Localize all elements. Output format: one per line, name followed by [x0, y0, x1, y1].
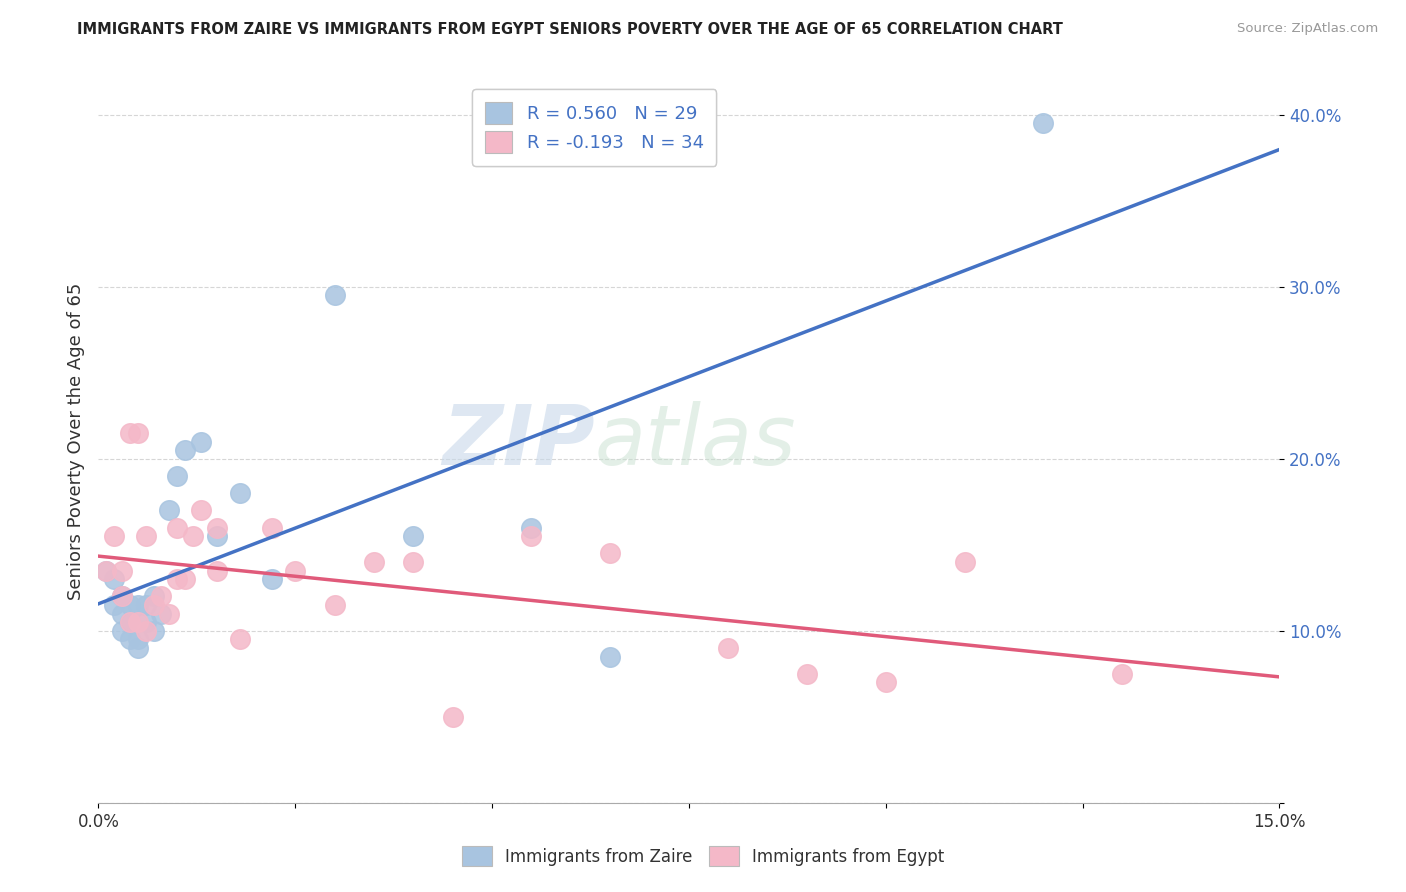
Point	[157, 607, 180, 621]
Point	[796, 666, 818, 681]
Point	[875, 675, 897, 690]
Point	[260, 520, 283, 534]
Point	[190, 434, 212, 449]
Text: IMMIGRANTS FROM ZAIRE VS IMMIGRANTS FROM EGYPT SENIORS POVERTY OVER THE AGE OF 6: IMMIGRANTS FROM ZAIRE VS IMMIGRANTS FROM…	[77, 22, 1063, 37]
Point	[127, 598, 149, 612]
Point	[323, 598, 346, 612]
Point	[118, 632, 141, 647]
Legend: R = 0.560   N = 29, R = -0.193   N = 34: R = 0.560 N = 29, R = -0.193 N = 34	[472, 89, 717, 166]
Point	[717, 640, 740, 655]
Text: Source: ZipAtlas.com: Source: ZipAtlas.com	[1237, 22, 1378, 36]
Point	[599, 649, 621, 664]
Point	[118, 425, 141, 440]
Point	[260, 572, 283, 586]
Point	[118, 615, 141, 630]
Point	[229, 486, 252, 500]
Point	[111, 607, 134, 621]
Text: ZIP: ZIP	[441, 401, 595, 482]
Legend: Immigrants from Zaire, Immigrants from Egypt: Immigrants from Zaire, Immigrants from E…	[453, 838, 953, 875]
Point	[284, 564, 307, 578]
Point	[205, 564, 228, 578]
Point	[118, 598, 141, 612]
Point	[135, 598, 157, 612]
Point	[127, 425, 149, 440]
Point	[174, 443, 197, 458]
Point	[1032, 116, 1054, 130]
Point	[205, 520, 228, 534]
Point	[402, 555, 425, 569]
Point	[111, 564, 134, 578]
Point	[127, 632, 149, 647]
Point	[142, 590, 165, 604]
Point	[111, 624, 134, 638]
Point	[363, 555, 385, 569]
Point	[323, 288, 346, 302]
Y-axis label: Seniors Poverty Over the Age of 65: Seniors Poverty Over the Age of 65	[66, 283, 84, 600]
Point	[118, 615, 141, 630]
Point	[229, 632, 252, 647]
Point	[402, 529, 425, 543]
Point	[150, 607, 173, 621]
Point	[142, 624, 165, 638]
Point	[441, 710, 464, 724]
Point	[205, 529, 228, 543]
Point	[166, 469, 188, 483]
Point	[135, 615, 157, 630]
Point	[135, 624, 157, 638]
Point	[111, 590, 134, 604]
Point	[150, 590, 173, 604]
Point	[953, 555, 976, 569]
Point	[181, 529, 204, 543]
Point	[135, 529, 157, 543]
Point	[96, 564, 118, 578]
Point	[599, 546, 621, 560]
Point	[127, 615, 149, 630]
Point	[174, 572, 197, 586]
Point	[103, 572, 125, 586]
Point	[520, 520, 543, 534]
Point	[166, 572, 188, 586]
Point	[157, 503, 180, 517]
Point	[111, 590, 134, 604]
Point	[1111, 666, 1133, 681]
Point	[142, 598, 165, 612]
Point	[520, 529, 543, 543]
Point	[103, 598, 125, 612]
Text: atlas: atlas	[595, 401, 796, 482]
Point	[96, 564, 118, 578]
Point	[190, 503, 212, 517]
Point	[103, 529, 125, 543]
Point	[127, 640, 149, 655]
Point	[166, 520, 188, 534]
